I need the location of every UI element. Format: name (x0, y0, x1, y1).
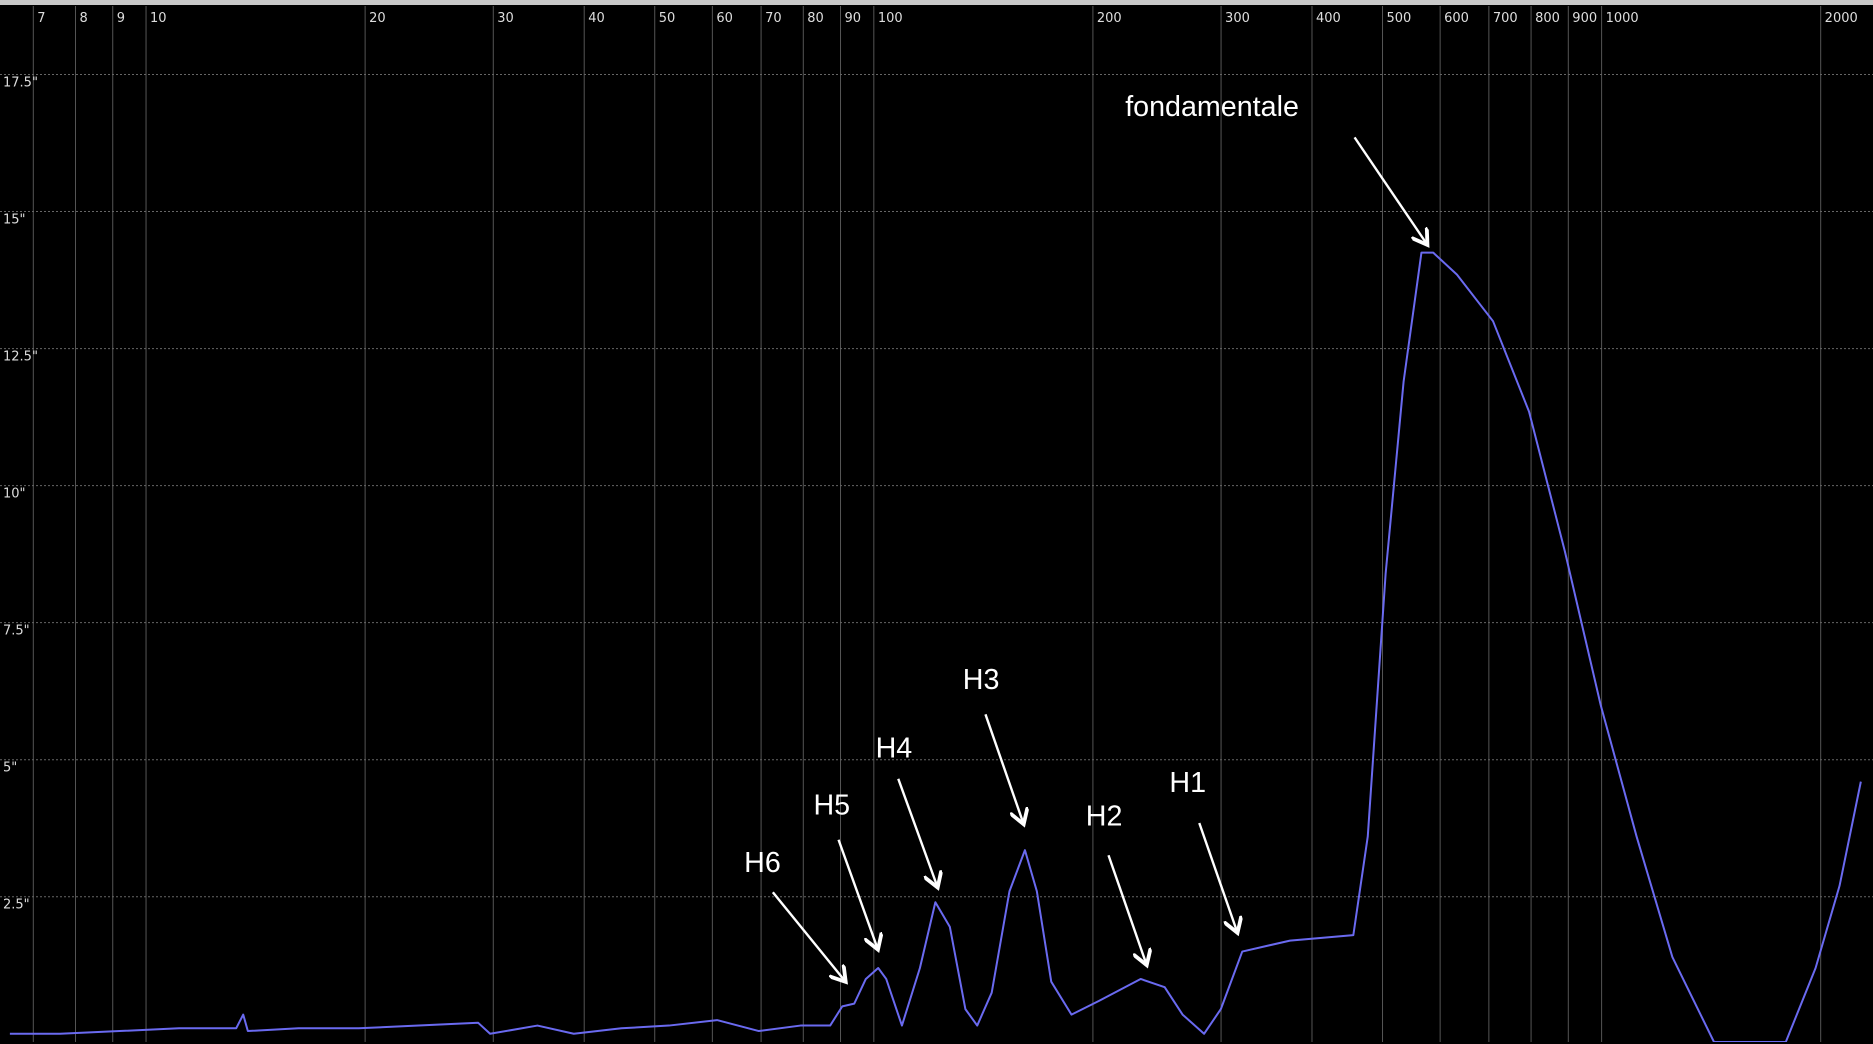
x-tick-label: 40 (588, 11, 605, 26)
x-tick-label: 80 (807, 11, 824, 26)
arrow (837, 839, 878, 950)
arrow (1107, 854, 1146, 965)
x-tick-label: 2000 (1825, 11, 1858, 26)
x-tick-label: 7 (37, 11, 45, 26)
x-tick-label: 300 (1225, 11, 1250, 26)
x-tick-label: 200 (1097, 11, 1122, 26)
x-tick-label: 50 (659, 11, 676, 26)
annotations: fondamentale H1 H2 H3 H4 H5 H6 (744, 91, 1427, 982)
top-border (0, 0, 1873, 5)
x-tick-label: 70 (765, 11, 782, 26)
annotation: H4 (876, 732, 913, 764)
x-tick-label: 100 (878, 11, 903, 26)
arrow (897, 778, 937, 888)
annotation: H2 (1086, 800, 1123, 832)
annotation: H5 (813, 790, 850, 822)
annotation: H3 (963, 664, 1000, 696)
series-line (9, 251, 1862, 1042)
x-tick-label: 60 (716, 11, 733, 26)
y-tick-label: 12.5" (3, 350, 38, 365)
y-tick-label: 10" (3, 487, 26, 502)
arrow (771, 891, 846, 982)
x-tick-label: 10 (150, 11, 167, 26)
x-tick-label: 8 (80, 11, 88, 26)
arrow (1198, 822, 1237, 933)
annotation: fondamentale (1125, 91, 1299, 123)
x-tick-label: 20 (369, 11, 386, 26)
annotation: H6 (744, 847, 781, 879)
x-tick-label: 500 (1387, 11, 1412, 26)
x-tick-label: 1000 (1606, 11, 1639, 26)
x-tick-label: 90 (845, 11, 862, 26)
x-tick-label: 400 (1316, 11, 1341, 26)
annotation: H1 (1169, 767, 1206, 799)
arrow (984, 713, 1023, 824)
y-tick-label: 2.5" (3, 898, 30, 913)
x-tick-label: 30 (497, 11, 514, 26)
arrow (1353, 136, 1428, 245)
x-tick-label: 900 (1572, 11, 1597, 26)
y-tick-label: 15" (3, 213, 26, 228)
x-tick-label: 700 (1493, 11, 1518, 26)
y-tick-label: 5" (3, 761, 17, 776)
x-tick-label: 9 (117, 11, 125, 26)
x-tick-label: 800 (1535, 11, 1560, 26)
y-tick-label: 7.5" (3, 624, 30, 639)
y-tick-label: 17.5" (3, 76, 38, 91)
x-tick-label: 600 (1444, 11, 1469, 26)
